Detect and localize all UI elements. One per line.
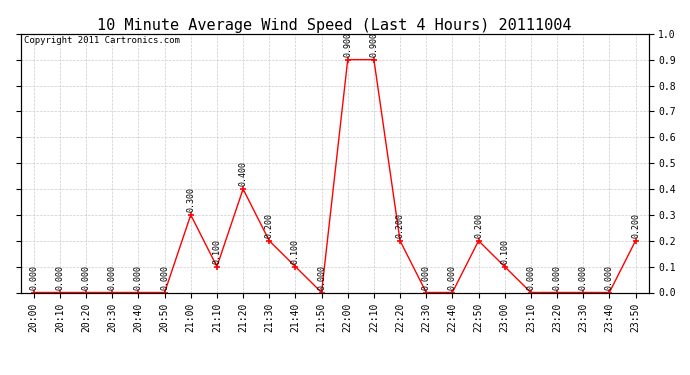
Text: 0.400: 0.400 [239,161,248,186]
Text: 0.000: 0.000 [422,265,431,290]
Text: 0.100: 0.100 [500,239,509,264]
Text: 0.000: 0.000 [29,265,38,290]
Text: 0.000: 0.000 [134,265,143,290]
Text: 0.000: 0.000 [553,265,562,290]
Text: 0.900: 0.900 [343,32,352,57]
Text: 0.000: 0.000 [108,265,117,290]
Text: 0.000: 0.000 [526,265,535,290]
Text: 0.300: 0.300 [186,187,195,212]
Text: 0.200: 0.200 [265,213,274,238]
Text: 0.000: 0.000 [605,265,614,290]
Text: 0.000: 0.000 [579,265,588,290]
Text: 0.000: 0.000 [448,265,457,290]
Text: 0.000: 0.000 [55,265,64,290]
Text: Copyright 2011 Cartronics.com: Copyright 2011 Cartronics.com [24,36,179,45]
Text: 0.200: 0.200 [474,213,483,238]
Text: 0.000: 0.000 [81,265,90,290]
Text: 0.000: 0.000 [160,265,169,290]
Text: 0.100: 0.100 [291,239,300,264]
Text: 0.900: 0.900 [369,32,378,57]
Text: 0.000: 0.000 [317,265,326,290]
Title: 10 Minute Average Wind Speed (Last 4 Hours) 20111004: 10 Minute Average Wind Speed (Last 4 Hou… [97,18,572,33]
Text: 0.200: 0.200 [395,213,404,238]
Text: 0.100: 0.100 [213,239,221,264]
Text: 0.200: 0.200 [631,213,640,238]
